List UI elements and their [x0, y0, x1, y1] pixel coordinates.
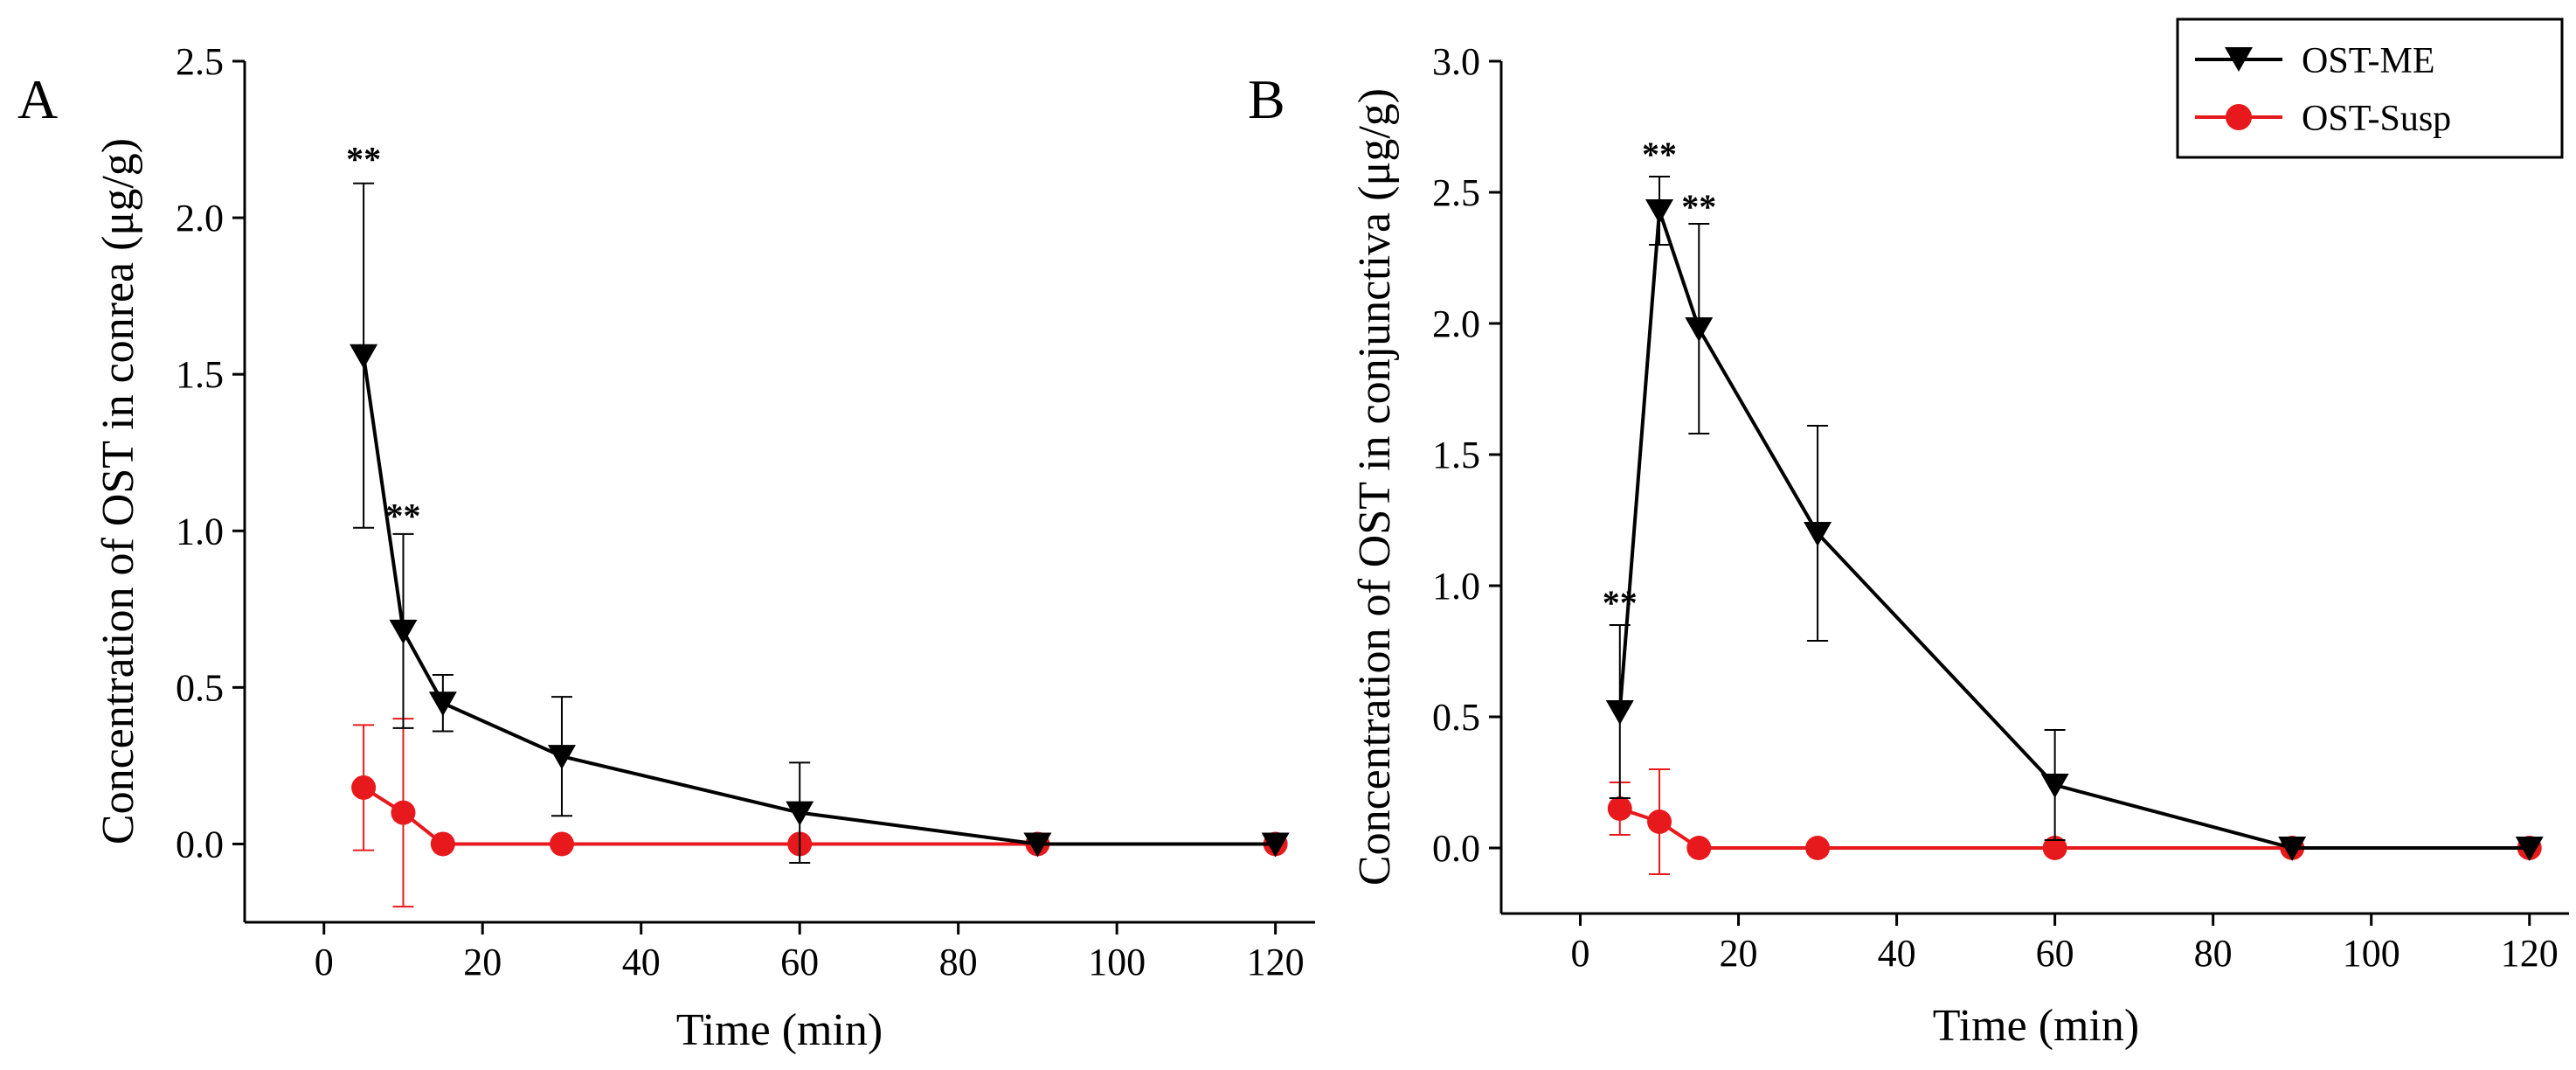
panel-b-me-point	[1685, 317, 1714, 342]
panel-b-series	[1605, 176, 2544, 875]
panel-a-me-line	[362, 355, 1276, 846]
panel-b-x-tick-label: 80	[2194, 932, 2233, 975]
panel-a-me-point	[786, 801, 814, 826]
panel-a-x-axis-title: Time (min)	[676, 1005, 883, 1055]
panel-a-letter: A	[17, 68, 58, 130]
panel-b-significance-label: **	[1681, 187, 1716, 226]
panel-a-y-tick-label: 0.5	[176, 666, 224, 709]
legend-me-marker	[2225, 47, 2253, 72]
panel-b-x-axis-title: Time (min)	[1933, 1001, 2139, 1051]
panel-b-significance-label: **	[1603, 583, 1638, 622]
legend: OST-ME OST-Susp	[2176, 17, 2564, 159]
panel-a-me-point	[389, 619, 418, 644]
panel-b-x-tick-label: 40	[1878, 932, 1916, 975]
panel-a-me-point	[547, 745, 576, 770]
panel-a-series	[350, 182, 1290, 908]
panel-b-me-point	[2278, 837, 2307, 861]
panel-b-annotations: ******	[1603, 135, 1717, 622]
panel-a-x-tick-label: 0	[315, 941, 334, 983]
panel-a-me-point	[350, 344, 378, 369]
panel-a-me-point	[1261, 832, 1290, 858]
panel-b-me-point	[1804, 522, 1832, 546]
panel-a-x-tick-label: 80	[939, 941, 978, 983]
panel-b-me-line	[1617, 210, 2530, 850]
panel-b-y-tick-label: 1.0	[1432, 565, 1480, 608]
panel-b-susp-point	[1647, 809, 1672, 834]
panel-b-letter: B	[1248, 68, 1285, 130]
panel-a-plot-area	[243, 61, 1315, 924]
panel-a-susp-point	[351, 775, 377, 800]
panel-a-significance-label: **	[346, 139, 381, 178]
panel-b-x-tick-label: 60	[2036, 932, 2074, 975]
panel-b-x-tick-label: 100	[2343, 932, 2400, 975]
panel-a-x-tick-label: 60	[780, 941, 819, 983]
panel-a-susp-point	[430, 831, 455, 857]
panel-a-y-tick-label: 0.0	[176, 823, 224, 865]
panel-b-significance-label: **	[1642, 135, 1677, 174]
panel-a-susp-point	[391, 800, 416, 825]
panel-b-me-point	[1645, 199, 1674, 224]
panel-a-x-tick-label: 20	[463, 941, 502, 983]
panel-a-significance-label: **	[385, 497, 420, 536]
panel-a-ticks: 0 20 40 60 80 100 120 0.0 0.5 1.0 1.5 2.0 2.5	[176, 40, 1305, 983]
panel-b-susp-point	[2042, 836, 2067, 860]
panel-b-y-tick-label: 2.5	[1432, 171, 1480, 214]
legend-box	[2176, 17, 2564, 159]
panel-b-y-tick-label: 1.5	[1432, 434, 1480, 476]
panel-b-me-point	[2515, 837, 2544, 861]
panel-b: B 0 20 40 60 80 100 120 0.0 0.5 1.0 1.5 2.0 2.5 3.0 *…	[1248, 40, 2569, 1051]
panel-a-x-tick-label: 100	[1088, 941, 1146, 983]
legend-me-label: OST-ME	[2302, 41, 2434, 81]
panel-a-me-point	[428, 691, 457, 717]
panel-a-x-tick-label: 120	[1247, 941, 1305, 983]
panel-a-y-tick-label: 1.5	[176, 353, 224, 396]
panel-b-y-tick-label: 2.0	[1432, 302, 1480, 345]
panel-a-x-tick-label: 40	[622, 941, 661, 983]
panel-b-me-point	[1605, 700, 1634, 725]
panel-b-y-tick-label: 0.5	[1432, 696, 1480, 739]
panel-a-y-tick-label: 2.5	[176, 40, 224, 83]
panel-b-susp-line	[1619, 807, 2530, 850]
legend-susp-label: OST-Susp	[2302, 99, 2451, 139]
panel-b-x-tick-label: 120	[2501, 932, 2559, 975]
panel-b-susp-point	[1805, 836, 1831, 860]
panel-a-y-tick-label: 2.0	[176, 197, 224, 240]
panel-a-me-point	[1023, 832, 1052, 858]
panel-b-x-tick-label: 0	[1571, 932, 1590, 975]
panel-a-y-tick-label: 1.0	[176, 510, 224, 552]
panel-b-ticks: 0 20 40 60 80 100 120 0.0 0.5 1.0 1.5 2.0 2.5 3.0	[1432, 40, 2559, 975]
panel-b-susp-point	[1607, 796, 1632, 821]
panel-a-susp-point	[549, 831, 574, 857]
panel-b-y-tick-label: 3.0	[1432, 40, 1480, 83]
panel-a-annotations: ** **	[346, 139, 420, 535]
panel-b-susp-point	[1686, 836, 1712, 860]
panel-a-y-axis-title: Concentration of OST in conrea (μg/g)	[93, 138, 143, 844]
panel-b-me-point	[2040, 774, 2069, 798]
panel-b-plot-area	[1499, 61, 2569, 915]
panel-b-y-axis-title: Concentration of OST in conjunctiva (μg/…	[1350, 88, 1400, 886]
panel-b-x-tick-label: 20	[1720, 932, 1758, 975]
legend-susp-marker	[2226, 104, 2252, 130]
panel-b-y-tick-label: 0.0	[1432, 827, 1480, 870]
